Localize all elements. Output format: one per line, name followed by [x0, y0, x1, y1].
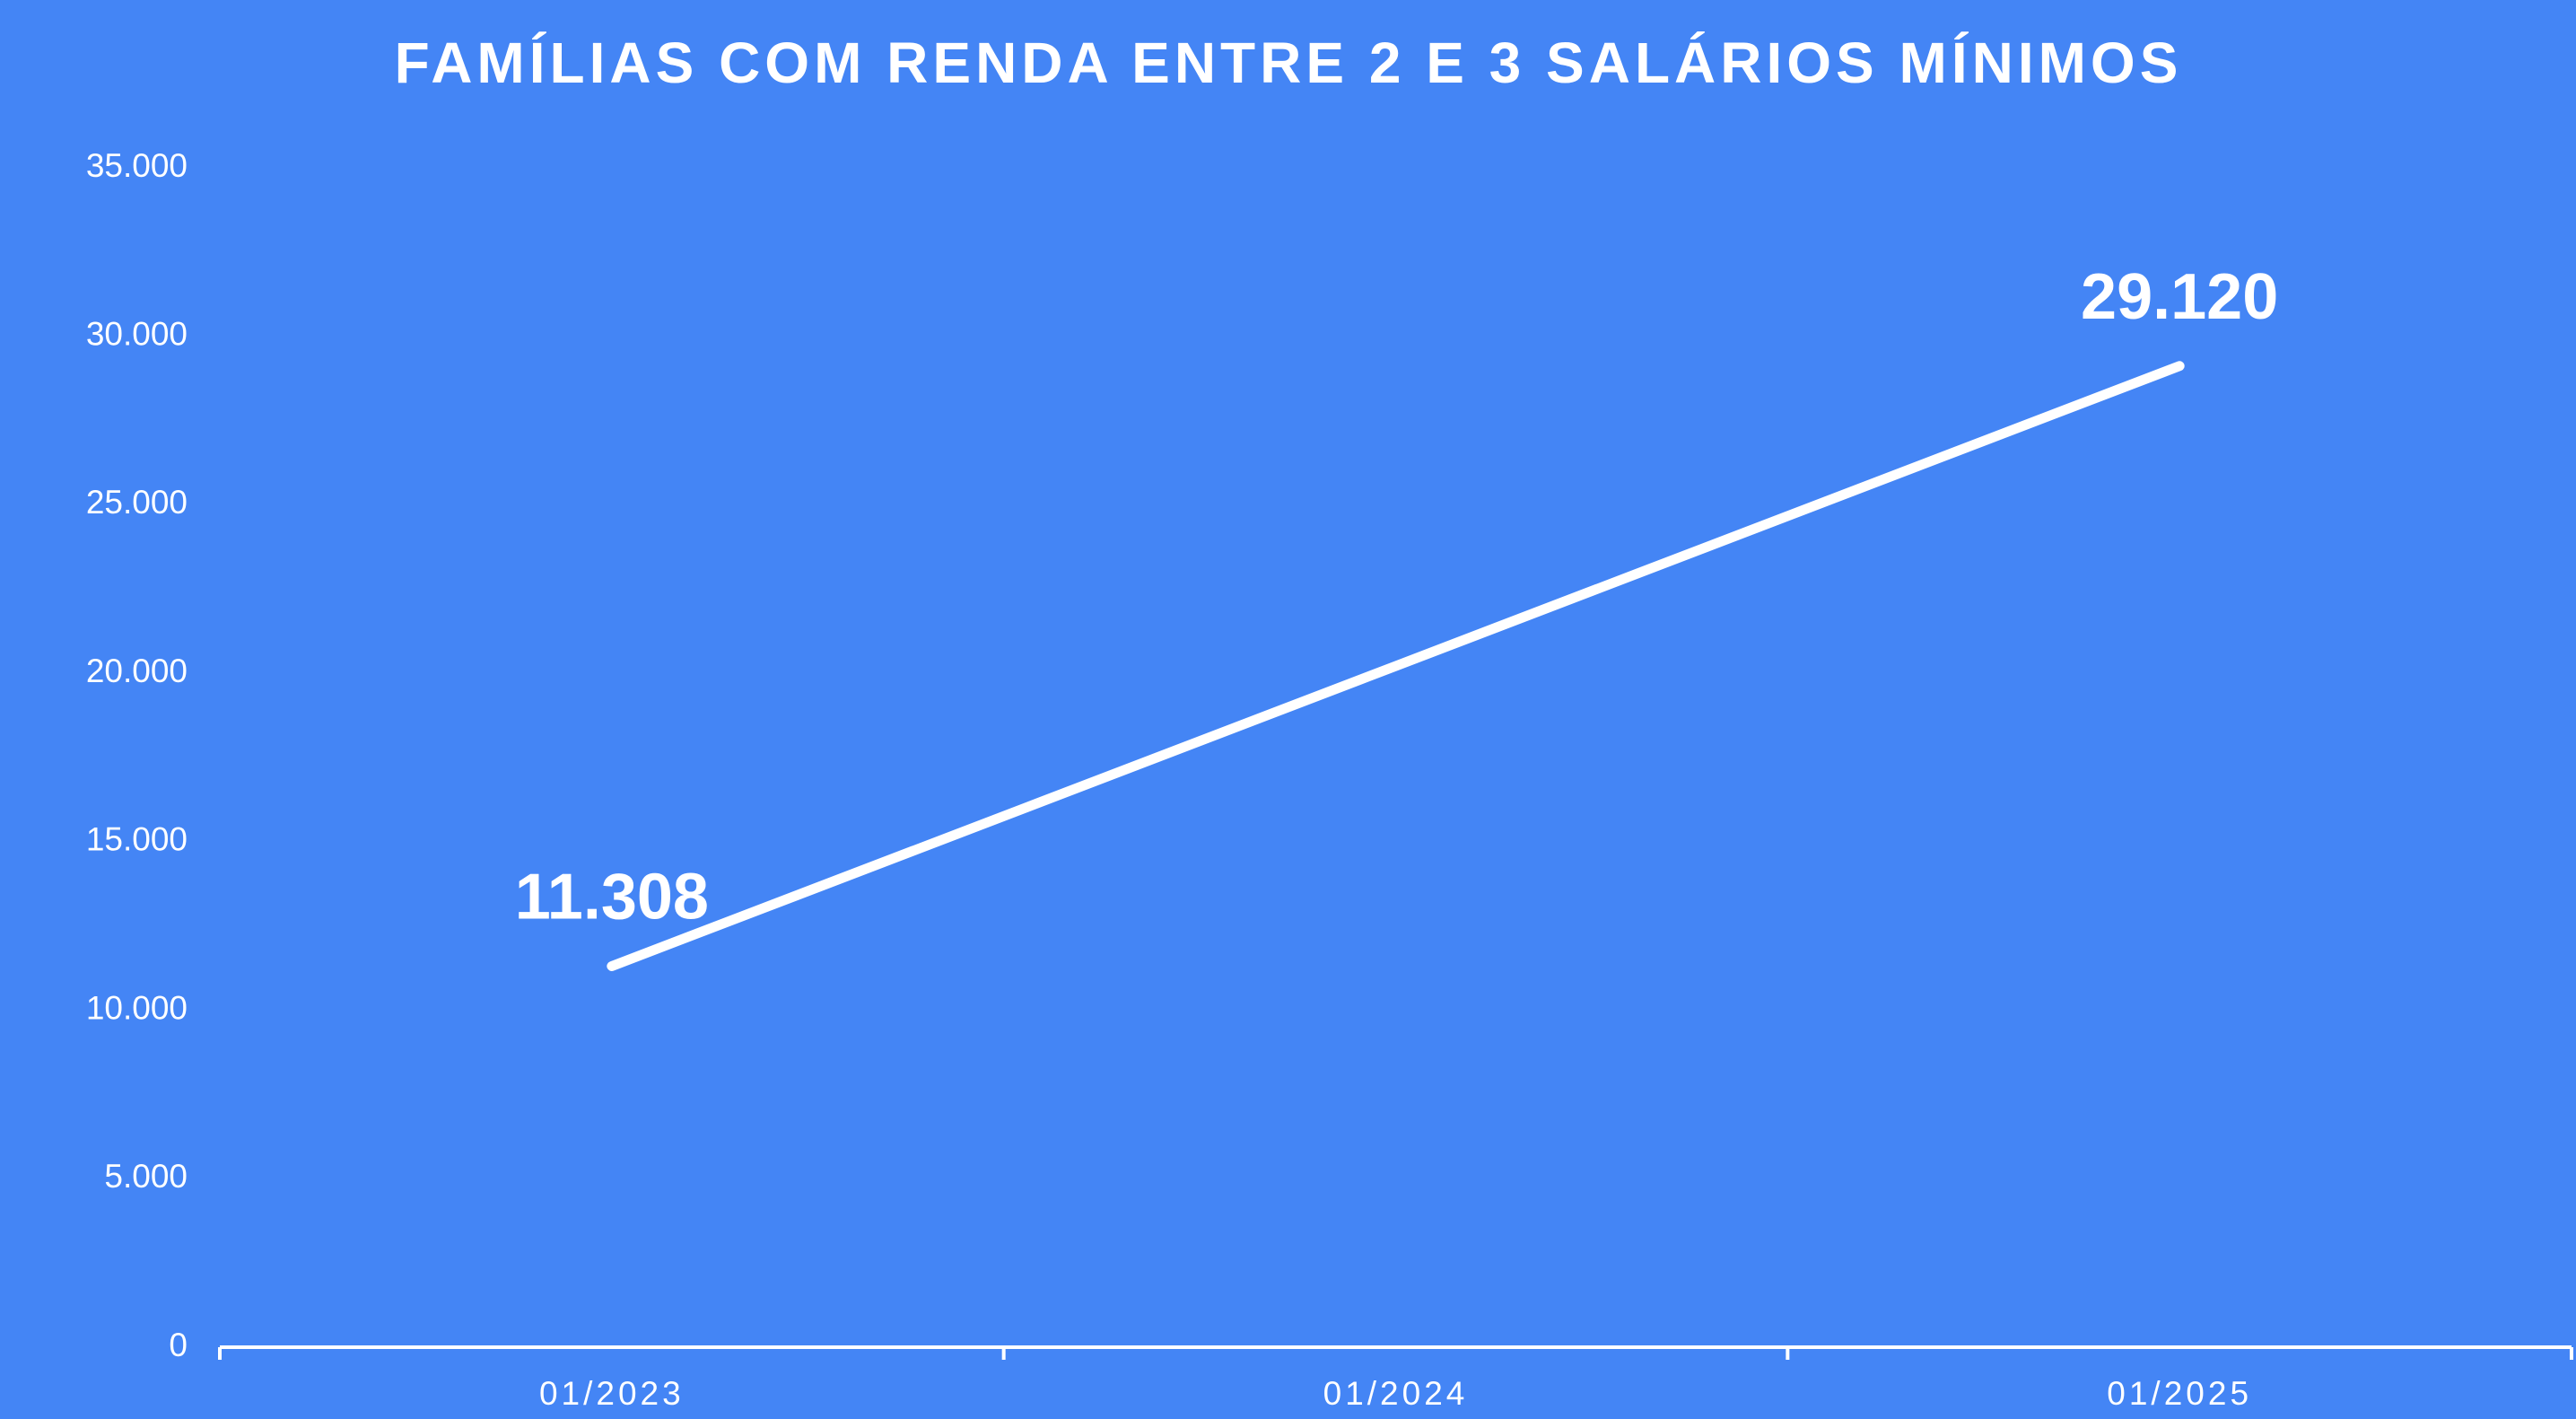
x-tick-label: 01/2025: [2107, 1375, 2252, 1412]
y-tick-label: 35.000: [86, 147, 188, 184]
y-tick-label: 15.000: [86, 821, 188, 858]
y-tick-label: 20.000: [86, 653, 188, 689]
data-label: 11.308: [515, 861, 709, 933]
chart-title: FAMÍLIAS COM RENDA ENTRE 2 E 3 SALÁRIOS …: [395, 31, 2183, 95]
y-tick-label: 10.000: [86, 989, 188, 1026]
x-tick-label: 01/2024: [1323, 1375, 1469, 1412]
y-tick-label: 25.000: [86, 484, 188, 521]
data-line: [607, 361, 2185, 971]
x-tick-label: 01/2023: [539, 1375, 685, 1412]
y-tick-label: 30.000: [86, 315, 188, 352]
y-tick-label: 0: [169, 1327, 188, 1363]
data-label: 29.120: [2081, 261, 2278, 333]
y-tick-label: 5.000: [104, 1158, 188, 1195]
